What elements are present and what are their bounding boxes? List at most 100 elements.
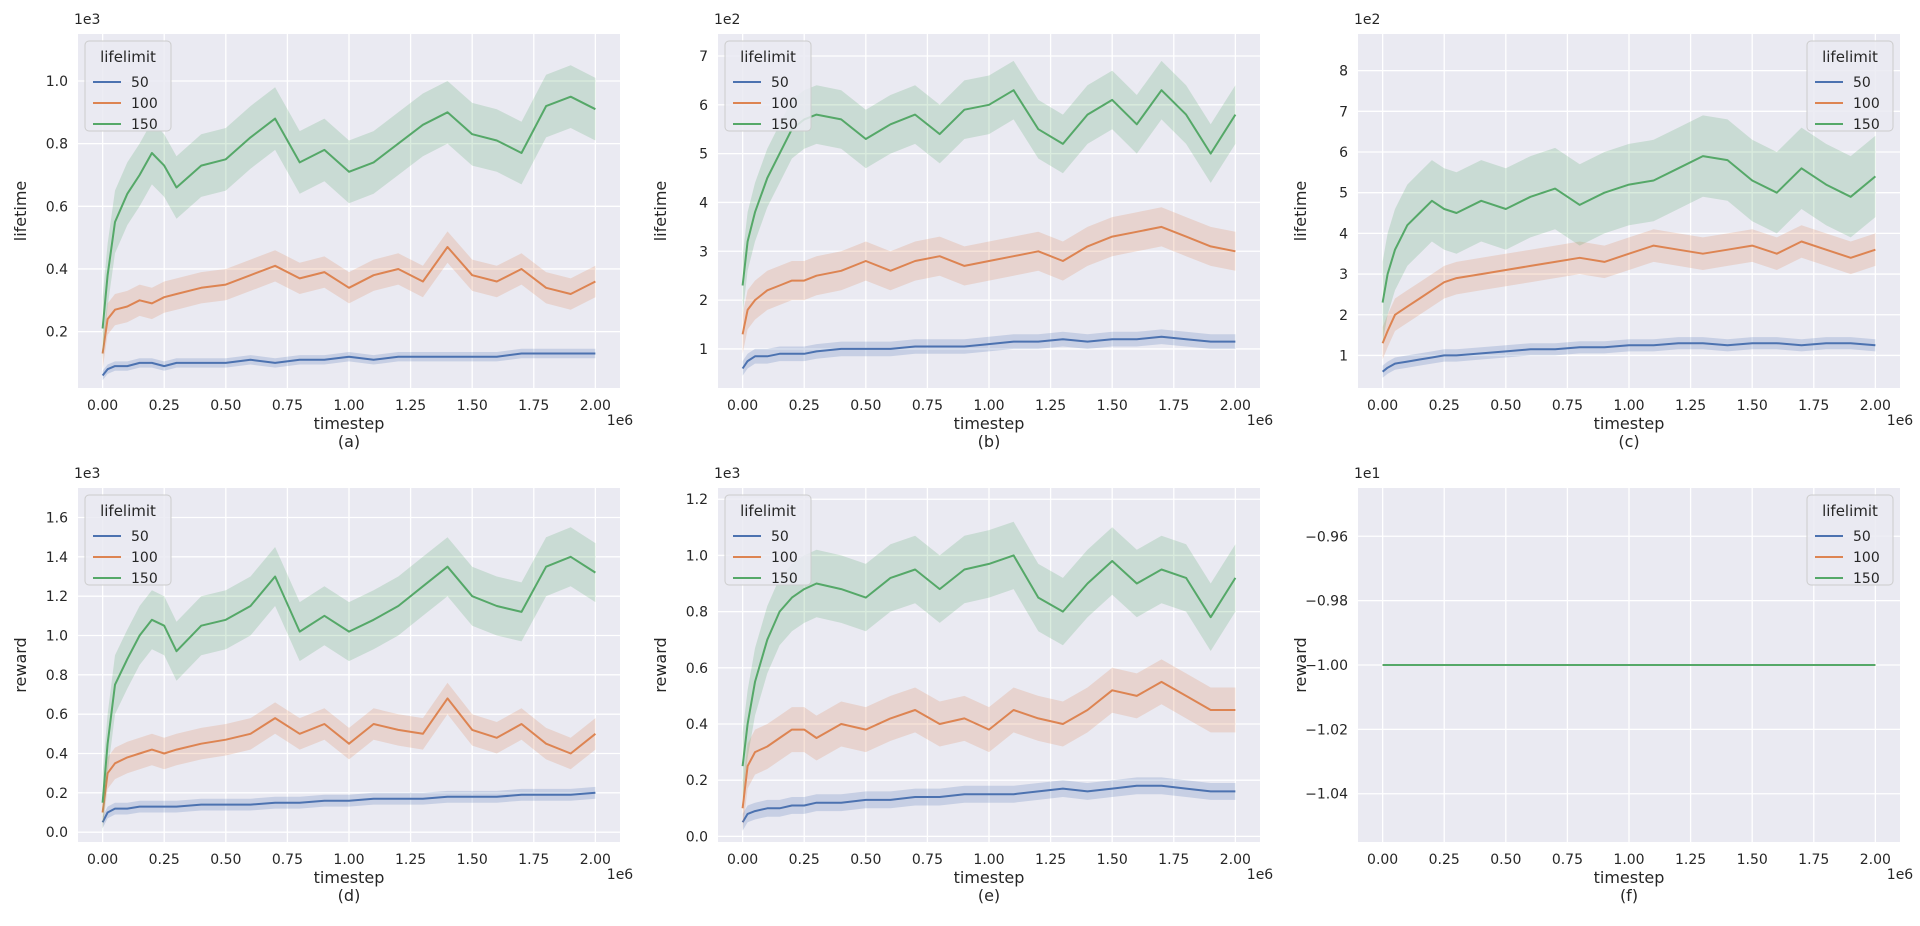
- confidence-band-150: [1382, 115, 1876, 344]
- y-tick-label: 0.4: [46, 262, 68, 278]
- x-multiplier: 1e6: [1887, 867, 1914, 883]
- legend-label-150: 150: [771, 571, 798, 587]
- y-tick-label: −1.04: [1305, 787, 1348, 803]
- series-group: [101, 527, 597, 833]
- legend-label-50: 50: [1853, 529, 1871, 545]
- x-tick-label: 2.00: [1860, 398, 1891, 414]
- legend-label-50: 50: [771, 529, 789, 545]
- x-tick-label: 1.25: [395, 852, 426, 868]
- legend-box: [724, 494, 812, 586]
- chart-panel-e: 0.00 0.25 0.50 0.75 1.00 1.25 1.50 1.75 2.00 0.0 0…: [651, 466, 1273, 905]
- confidence-band-100: [102, 231, 596, 370]
- x-tick-label: 2.00: [1220, 852, 1251, 868]
- x-tick-label: 0.75: [1552, 398, 1583, 414]
- legend-label-100: 100: [771, 550, 798, 566]
- series-line-150: [741, 89, 1237, 286]
- legend-label-150: 150: [1853, 571, 1880, 587]
- x-tick-label: 1.75: [1798, 852, 1829, 868]
- y-tick-label: 7: [1339, 104, 1348, 120]
- series-line-150: [101, 95, 596, 329]
- series-line-100: [741, 225, 1236, 335]
- series-line-50: [741, 335, 1236, 370]
- x-tick-label: 1.50: [457, 852, 488, 868]
- confidence-band-50: [742, 329, 1236, 376]
- y-tick-label: 0.2: [46, 325, 68, 341]
- x-tick-label: 0.00: [87, 852, 118, 868]
- x-tick-label: 0.25: [789, 398, 820, 414]
- legend: lifelimit 50 100 150: [84, 494, 172, 587]
- y-tick-label: 0.4: [46, 747, 68, 763]
- chart-panel-c: 0.00 0.25 0.50 0.75 1.00 1.25 1.50 1.75 2.00 1 2 3 4…: [1291, 12, 1913, 451]
- chart-panel-b: 0.00 0.25 0.50 0.75 1.00 1.25 1.50 1.75 2.00 1 2 3 4…: [651, 12, 1273, 451]
- legend-label-150: 150: [131, 571, 158, 587]
- x-axis-label: timestep: [954, 414, 1025, 433]
- legend-title: lifelimit: [740, 48, 796, 66]
- x-tick-label: 1.75: [1798, 398, 1829, 414]
- legend-box: [84, 40, 172, 132]
- series-line-50: [741, 784, 1236, 823]
- x-multiplier: 1e6: [607, 867, 634, 883]
- legend: lifelimit 50 100 150: [84, 40, 172, 133]
- x-multiplier: 1e6: [1247, 413, 1274, 429]
- y-axis-label: reward: [11, 637, 30, 692]
- y-axis-label: reward: [1291, 637, 1310, 692]
- legend-label-50: 50: [131, 529, 149, 545]
- y-tick-label: 0.6: [46, 199, 68, 215]
- x-tick-label: 1.50: [1737, 852, 1768, 868]
- panel-caption: (b): [978, 432, 1001, 451]
- series-line-100: [1381, 240, 1876, 344]
- chart-panel-a: 0.00 0.25 0.50 0.75 1.00 1.25 1.50 1.75 2.00 0.2 0…: [11, 12, 633, 451]
- x-tick-label: 0.50: [850, 398, 881, 414]
- y-tick-label: 5: [1339, 186, 1348, 202]
- confidence-band-150: [102, 65, 596, 360]
- chart-panel-d: 0.00 0.25 0.50 0.75 1.00 1.25 1.50 1.75 2.00 0.0 0…: [11, 466, 633, 905]
- y-tick-label: 0.6: [686, 661, 708, 677]
- x-tick-label: 1.25: [1675, 398, 1706, 414]
- legend: lifelimit 50 100 150: [1806, 494, 1894, 587]
- y-tick-label: 0.0: [46, 825, 68, 841]
- x-tick-label: 1.00: [333, 852, 364, 868]
- y-tick-label: 0.8: [686, 605, 708, 621]
- legend-label-150: 150: [771, 117, 798, 133]
- series-group: [741, 521, 1237, 831]
- legend-label-50: 50: [771, 75, 789, 91]
- confidence-band-150: [742, 521, 1236, 800]
- x-tick-label: 0.00: [1367, 398, 1398, 414]
- panel-caption: (e): [978, 886, 1000, 905]
- legend-label-100: 100: [771, 96, 798, 112]
- y-tick-label: 0.6: [46, 707, 68, 723]
- x-tick-label: 0.50: [210, 852, 241, 868]
- x-multiplier: 1e6: [607, 413, 634, 429]
- y-tick-label: 4: [1339, 226, 1348, 242]
- x-axis-label: timestep: [1594, 414, 1665, 433]
- x-tick-label: 0.00: [1367, 852, 1398, 868]
- series-line-100: [101, 697, 597, 813]
- x-multiplier: 1e6: [1247, 867, 1274, 883]
- legend: lifelimit 50 100 150: [724, 40, 812, 133]
- x-tick-label: 1.75: [1158, 852, 1189, 868]
- y-tick-label: −0.96: [1305, 529, 1348, 545]
- y-tick-label: 0.2: [686, 773, 708, 789]
- y-multiplier: 1e3: [74, 466, 100, 482]
- x-tick-label: 2.00: [1860, 852, 1891, 868]
- x-multiplier: 1e6: [1887, 413, 1914, 429]
- y-axis-label: lifetime: [651, 181, 670, 242]
- x-tick-label: 0.25: [149, 852, 180, 868]
- y-tick-label: 1.2: [46, 589, 68, 605]
- y-tick-label: 0.8: [46, 668, 68, 684]
- x-tick-label: 0.25: [1429, 852, 1460, 868]
- x-tick-label: 1.25: [1675, 852, 1706, 868]
- series-line-150: [101, 555, 596, 803]
- x-tick-label: 1.25: [1035, 398, 1066, 414]
- y-tick-label: 0.8: [46, 137, 68, 153]
- y-tick-label: 1.2: [686, 492, 708, 508]
- y-tick-label: 0.4: [686, 717, 708, 733]
- legend-label-150: 150: [131, 117, 158, 133]
- series-line-50: [101, 791, 596, 823]
- y-tick-label: 7: [699, 49, 708, 65]
- panel-caption: (d): [338, 886, 361, 905]
- x-tick-label: 1.50: [1097, 398, 1128, 414]
- confidence-band-50: [742, 777, 1236, 831]
- legend-title: lifelimit: [1822, 48, 1878, 66]
